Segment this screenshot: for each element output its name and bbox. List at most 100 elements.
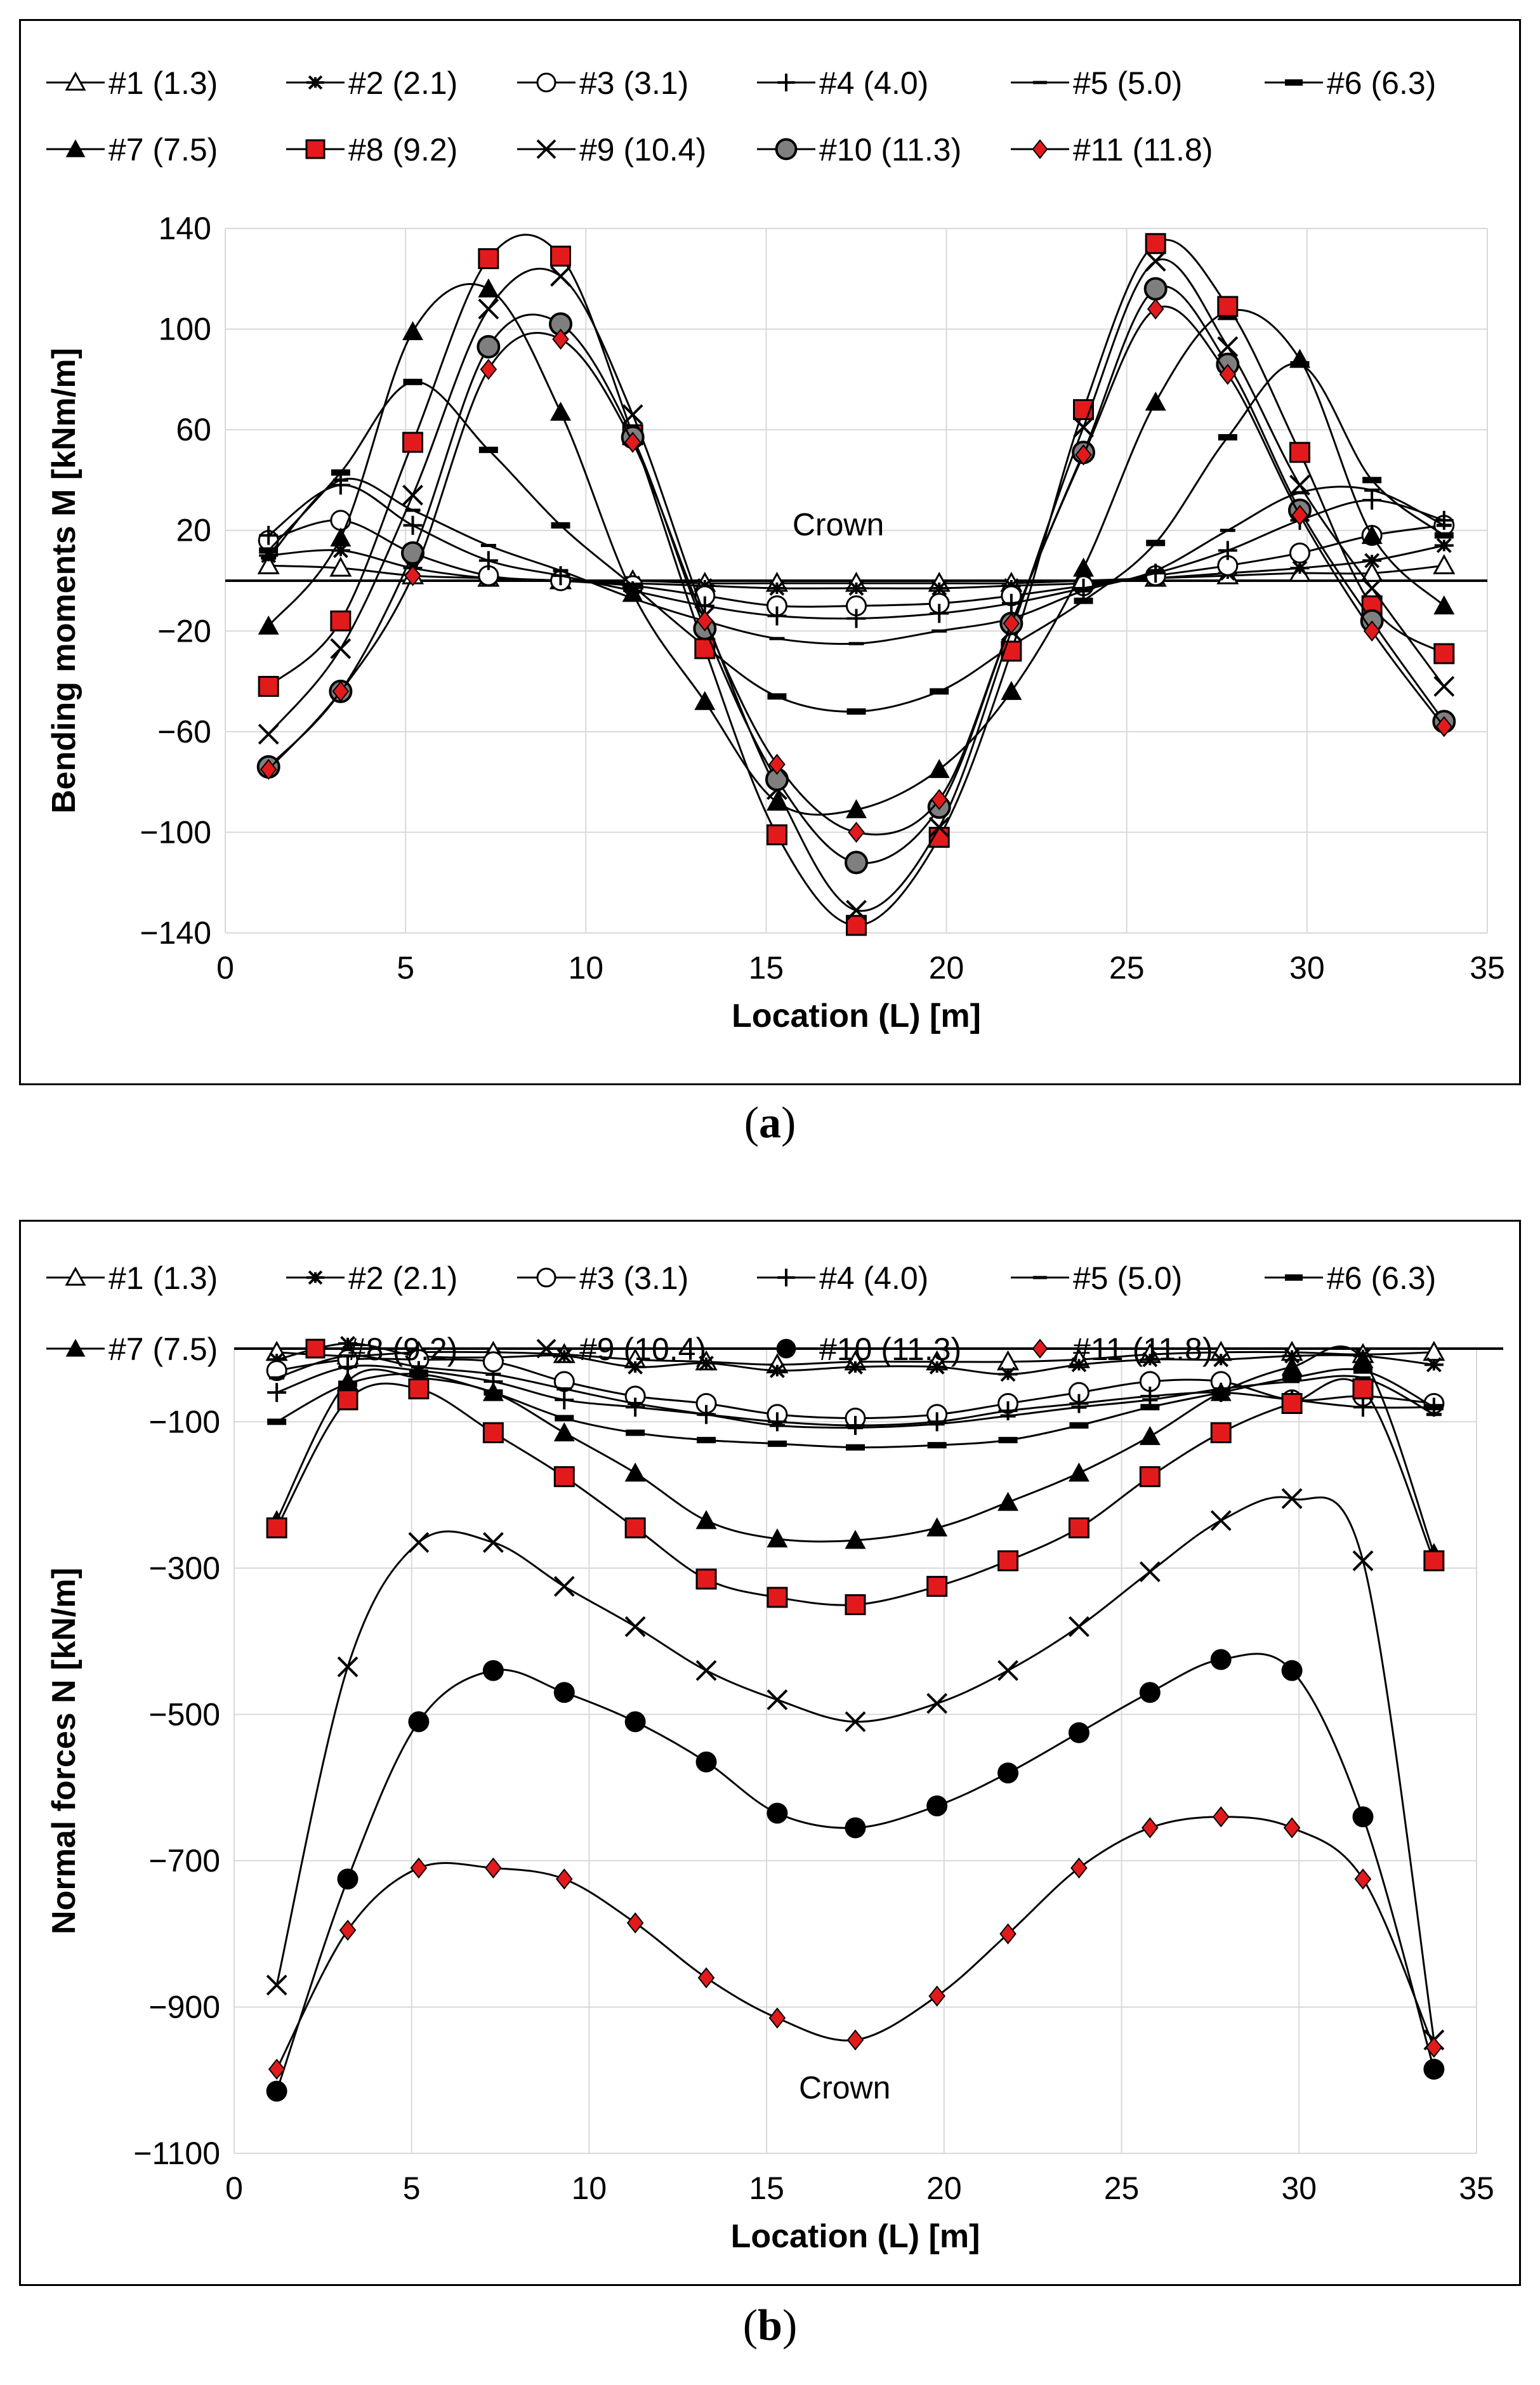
data-point	[1145, 392, 1166, 411]
data-point	[1071, 1405, 1087, 1409]
data-point	[997, 1491, 1019, 1511]
data-point	[1220, 529, 1235, 532]
data-point	[1291, 505, 1308, 526]
data-point	[1068, 1517, 1089, 1538]
legend-marker	[775, 138, 798, 161]
data-point	[997, 1550, 1019, 1571]
data-point	[485, 1372, 501, 1376]
data-point	[1284, 1380, 1300, 1384]
legend-label: #7 (7.5)	[109, 1331, 218, 1367]
legend-item: #8 (9.2)	[286, 1331, 457, 1367]
data-point	[624, 1616, 646, 1637]
series-line	[268, 283, 1445, 816]
series-9	[266, 1488, 1445, 2051]
data-point	[697, 1356, 716, 1371]
data-point	[1426, 1413, 1442, 1417]
data-point	[337, 1371, 359, 1391]
data-point	[259, 548, 279, 564]
chart-b-canvas: 0 5 10 15 20 25 30 35 −1100 −900 −700 −500 −300 −100 L…	[46, 1260, 1503, 2255]
data-point	[1282, 1375, 1302, 1382]
data-point	[332, 680, 350, 703]
legend-label: #1 (1.3)	[109, 1260, 218, 1296]
legend-label: #3 (3.1)	[579, 1260, 688, 1296]
data-point	[1289, 442, 1310, 463]
data-point	[1068, 1462, 1089, 1482]
data-point	[330, 527, 352, 547]
data-point	[626, 1397, 645, 1417]
data-point	[1352, 1550, 1374, 1571]
data-point	[767, 580, 787, 596]
legend-item: #7 (7.5)	[46, 132, 218, 168]
data-point	[1145, 233, 1166, 254]
data-point	[1425, 2037, 1443, 2058]
data-point	[694, 690, 716, 710]
data-point	[268, 2058, 286, 2080]
data-point	[478, 446, 498, 453]
legend-item: #2 (2.1)	[286, 1260, 457, 1296]
legend-marker	[1285, 79, 1303, 86]
legend-item: #3 (3.1)	[517, 65, 688, 101]
data-point	[1139, 1425, 1161, 1445]
x-tick-label: 0	[216, 950, 234, 986]
x-tick-label: 15	[749, 2170, 784, 2206]
data-point	[259, 547, 279, 554]
legend-marker	[536, 72, 556, 93]
data-point	[485, 1857, 502, 1879]
data-point	[767, 1802, 788, 1824]
legend-item: #4 (4.0)	[757, 1260, 928, 1296]
data-point	[1433, 676, 1455, 697]
data-point	[1069, 1616, 1089, 1637]
y-tick-label: −20	[157, 613, 211, 649]
legend-marker	[305, 139, 326, 159]
data-point	[411, 1365, 426, 1369]
data-point	[930, 688, 949, 695]
data-point	[550, 401, 572, 421]
data-point	[626, 1429, 645, 1436]
legend-label: #8 (9.2)	[348, 132, 457, 168]
data-point	[1424, 1404, 1444, 1411]
data-point	[408, 1711, 430, 1733]
data-point	[1148, 569, 1164, 572]
legend-item: #5 (5.0)	[1011, 65, 1182, 101]
data-point	[1289, 542, 1310, 564]
data-point	[997, 1762, 1019, 1784]
data-point	[1355, 1376, 1371, 1380]
legend: #1 (1.3) #2 (2.1) #3 (3.1) #4 (4.0) #5 (5.0)…	[46, 1260, 1436, 1367]
data-point	[927, 1442, 947, 1449]
data-point	[482, 1422, 504, 1444]
data-point	[1145, 251, 1166, 272]
x-tick-label: 5	[403, 2170, 421, 2206]
data-point	[1218, 434, 1237, 441]
series-10	[266, 1649, 1445, 2102]
data-point	[846, 1359, 865, 1375]
legend-label: #4 (4.0)	[819, 1260, 928, 1296]
data-point	[340, 1354, 356, 1358]
data-point	[1073, 557, 1095, 577]
legend-label: #6 (6.3)	[1327, 1260, 1436, 1296]
data-point	[624, 432, 642, 453]
data-point	[926, 1517, 948, 1536]
legend-marker	[306, 1270, 324, 1285]
x-tick-label: 20	[929, 950, 964, 986]
data-point	[697, 1437, 716, 1444]
data-point	[766, 791, 787, 811]
data-point	[555, 1348, 574, 1364]
legend-marker	[1032, 139, 1048, 159]
data-point	[482, 1660, 504, 1681]
x-tick-label: 25	[1104, 2170, 1140, 2206]
data-point	[337, 1656, 359, 1677]
data-point	[1434, 532, 1454, 539]
data-point	[1210, 1422, 1232, 1444]
data-point	[624, 1711, 646, 1733]
data-point	[1363, 620, 1381, 642]
data-point	[845, 1594, 866, 1615]
data-point	[848, 642, 864, 645]
data-point	[769, 637, 785, 640]
x-tick-label: 30	[1289, 950, 1325, 986]
data-point	[330, 610, 352, 631]
data-point	[258, 615, 279, 635]
data-point	[1140, 1386, 1160, 1406]
legend-label: #5 (5.0)	[1073, 1260, 1182, 1296]
data-point	[553, 1466, 575, 1488]
data-point	[1070, 1857, 1088, 1879]
